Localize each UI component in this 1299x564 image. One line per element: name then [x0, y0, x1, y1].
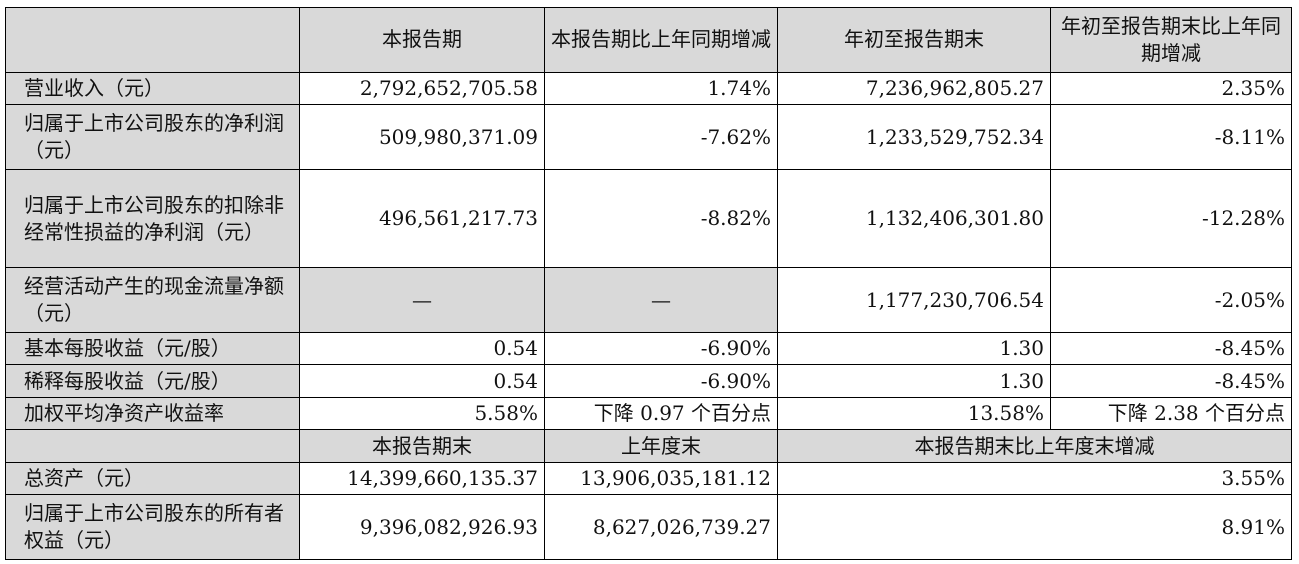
cell-value: 1,132,406,301.80: [777, 169, 1051, 269]
row-label: 归属于上市公司股东的扣除非经常性损益的净利润（元）: [5, 169, 300, 269]
cell-value: 7,236,962,805.27: [777, 71, 1051, 106]
cell-value: -8.82%: [544, 169, 778, 269]
subheader-corner-cell: [5, 429, 300, 463]
subheader-period-end: 本报告期末: [299, 429, 545, 463]
cell-value: -8.11%: [1050, 104, 1292, 171]
cell-value: -8.45%: [1050, 364, 1292, 398]
table-row: 经营活动产生的现金流量净额（元） — — 1,177,230,706.54 -2…: [5, 267, 1292, 334]
cell-value: 3.55%: [777, 461, 1292, 496]
table-row: 加权平均净资产收益率 5.58% 下降 0.97 个百分点 13.58% 下降 …: [5, 396, 1292, 431]
table-row: 营业收入（元） 2,792,652,705.58 1.74% 7,236,962…: [5, 71, 1292, 106]
cell-value: 1,233,529,752.34: [777, 104, 1051, 171]
header-corner-cell: [5, 7, 300, 73]
cell-value: —: [544, 267, 778, 334]
header-ytd-change: 年初至报告期末比上年同期增减: [1050, 7, 1292, 73]
cell-value: 下降 0.97 个百分点: [544, 396, 778, 431]
cell-value: -8.45%: [1050, 332, 1292, 366]
cell-value: 9,396,082,926.93: [299, 494, 545, 560]
header-current-period: 本报告期: [299, 7, 545, 73]
row-label: 营业收入（元）: [5, 71, 300, 106]
cell-value: 5.58%: [299, 396, 545, 431]
header-ytd: 年初至报告期末: [777, 7, 1051, 73]
cell-value: 2.35%: [1050, 71, 1292, 106]
table-row: 归属于上市公司股东的扣除非经常性损益的净利润（元） 496,561,217.73…: [5, 169, 1292, 269]
row-label: 归属于上市公司股东的净利润（元）: [5, 104, 300, 171]
table-row: 稀释每股收益（元/股） 0.54 -6.90% 1.30 -8.45%: [5, 364, 1292, 398]
cell-value: 496,561,217.73: [299, 169, 545, 269]
cell-value: —: [299, 267, 545, 334]
table-row: 归属于上市公司股东的所有者权益（元） 9,396,082,926.93 8,62…: [5, 494, 1292, 560]
cell-value: 1.30: [777, 364, 1051, 398]
row-label: 经营活动产生的现金流量净额（元）: [5, 267, 300, 334]
cell-value: 13,906,035,181.12: [544, 461, 778, 496]
cell-value: -6.90%: [544, 364, 778, 398]
cell-value: 下降 2.38 个百分点: [1050, 396, 1292, 431]
row-label: 加权平均净资产收益率: [5, 396, 300, 431]
subheader-change: 本报告期末比上年度末增减: [777, 429, 1292, 463]
header-row: 本报告期 本报告期比上年同期增减 年初至报告期末 年初至报告期末比上年同期增减: [5, 7, 1292, 73]
cell-value: -2.05%: [1050, 267, 1292, 334]
cell-value: -6.90%: [544, 332, 778, 366]
cell-value: -12.28%: [1050, 169, 1292, 269]
subheader-row: 本报告期末 上年度末 本报告期末比上年度末增减: [5, 429, 1292, 463]
cell-value: 14,399,660,135.37: [299, 461, 545, 496]
cell-value: 1.74%: [544, 71, 778, 106]
table-row: 基本每股收益（元/股） 0.54 -6.90% 1.30 -8.45%: [5, 332, 1292, 366]
cell-value: 1,177,230,706.54: [777, 267, 1051, 334]
cell-value: -7.62%: [544, 104, 778, 171]
cell-value: 8,627,026,739.27: [544, 494, 778, 560]
cell-value: 1.30: [777, 332, 1051, 366]
cell-value: 509,980,371.09: [299, 104, 545, 171]
table-row: 总资产（元） 14,399,660,135.37 13,906,035,181.…: [5, 461, 1292, 496]
row-label: 归属于上市公司股东的所有者权益（元）: [5, 494, 300, 560]
cell-value: 2,792,652,705.58: [299, 71, 545, 106]
cell-value: 13.58%: [777, 396, 1051, 431]
cell-value: 8.91%: [777, 494, 1292, 560]
header-current-period-change: 本报告期比上年同期增减: [544, 7, 778, 73]
row-label: 稀释每股收益（元/股）: [5, 364, 300, 398]
row-label: 总资产（元）: [5, 461, 300, 496]
cell-value: 0.54: [299, 364, 545, 398]
row-label: 基本每股收益（元/股）: [5, 332, 300, 366]
table-row: 归属于上市公司股东的净利润（元） 509,980,371.09 -7.62% 1…: [5, 104, 1292, 171]
cell-value: 0.54: [299, 332, 545, 366]
financial-summary-table: 本报告期 本报告期比上年同期增减 年初至报告期末 年初至报告期末比上年同期增减 …: [5, 7, 1292, 560]
subheader-prior-year-end: 上年度末: [544, 429, 778, 463]
